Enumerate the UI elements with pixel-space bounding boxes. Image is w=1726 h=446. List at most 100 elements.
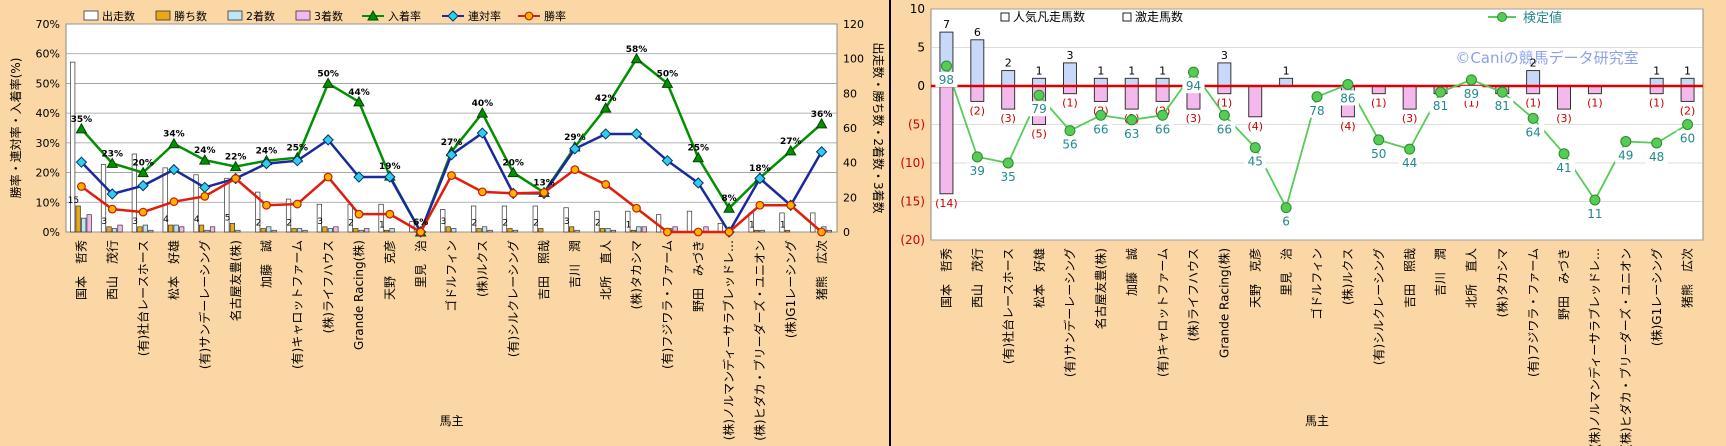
place-rate-label: 27% bbox=[780, 137, 802, 147]
bar-wins bbox=[569, 226, 575, 233]
x-tick-label: 猪熊 広次 bbox=[814, 240, 829, 300]
y-tick: (15) bbox=[900, 195, 925, 209]
win-rate-point bbox=[262, 200, 271, 210]
upset-count-label: 1 bbox=[1097, 64, 1104, 77]
test-value-point bbox=[1620, 135, 1632, 147]
win-count-label: 3 bbox=[317, 217, 323, 227]
win-rate-point bbox=[724, 227, 734, 237]
x-tick-label: 野田 みづき bbox=[1557, 248, 1571, 320]
place-rate-label: 35% bbox=[71, 115, 93, 125]
x-tick-label: (株)タカシマ bbox=[1494, 248, 1509, 317]
test-value-label: 49 bbox=[1618, 148, 1633, 162]
bar-starts bbox=[285, 198, 292, 233]
bar-third bbox=[271, 229, 277, 233]
test-value-label-bg bbox=[1336, 90, 1359, 106]
y-tick-right: 40 bbox=[843, 157, 857, 170]
test-value-label: 98 bbox=[939, 73, 954, 87]
legend: 人気凡走馬数 激走馬数 検定値 bbox=[1000, 9, 1562, 26]
y-tick: (10) bbox=[900, 156, 925, 170]
place-rate-label: 6% bbox=[413, 218, 428, 228]
legend-label: 人気凡走馬数 bbox=[1013, 9, 1085, 24]
rentai-rate-point bbox=[692, 177, 704, 189]
bar-starts bbox=[70, 61, 76, 233]
bar-wins bbox=[353, 228, 359, 233]
place-rate-point bbox=[229, 160, 242, 172]
x-tick-label: 国本 哲秀 bbox=[75, 240, 89, 300]
bar-starts bbox=[625, 210, 631, 233]
place-rate-point bbox=[784, 144, 797, 156]
test-value-label-bg bbox=[1213, 121, 1236, 137]
bar-wins bbox=[754, 229, 760, 233]
test-value-label: 63 bbox=[1124, 127, 1139, 141]
x-tick-label: (株)ヒダカ・ブリーダーズ・ユニオン bbox=[752, 240, 767, 441]
x-tick-label: (株)ルクス bbox=[475, 240, 490, 297]
popular-fail-label: (3) bbox=[1186, 112, 1202, 125]
y-tick: (20) bbox=[900, 233, 925, 247]
bar-popular-fail bbox=[1093, 85, 1108, 102]
win-rate-point bbox=[292, 199, 302, 209]
bar-starts bbox=[563, 207, 569, 233]
win-rate-point bbox=[539, 188, 549, 197]
x-tick-label: Grande Racing(株) bbox=[1217, 248, 1232, 358]
x-axis-title: 馬主 bbox=[439, 414, 463, 428]
rentai-rate-point bbox=[569, 143, 581, 155]
test-value-point bbox=[1280, 202, 1292, 214]
test-value-label: 48 bbox=[1649, 150, 1664, 164]
win-rate-point bbox=[323, 172, 333, 182]
test-value-label-bg bbox=[1676, 130, 1699, 146]
left-chart-panel: 0% 10% 20% 30% 40% 50% 60% 70% 0 20 40 60 80 100 120 勝率… bbox=[0, 0, 890, 446]
popular-fail-label: (1) bbox=[1525, 97, 1541, 110]
x-tick-label: 里見 治 bbox=[1279, 248, 1293, 296]
place-rate-label: 50% bbox=[317, 69, 339, 79]
upset-count-label: 2 bbox=[1005, 57, 1012, 70]
test-value-label: 41 bbox=[1556, 161, 1571, 175]
x-tick-label: (株)ノルマンディーサラブレッドレ… bbox=[721, 240, 736, 440]
rentai-rate-point bbox=[599, 128, 612, 140]
popular-fail-label: (2) bbox=[1680, 104, 1696, 117]
y-tick-left: 60% bbox=[36, 48, 60, 61]
x-tick-label: (株)ルクス bbox=[1340, 248, 1355, 305]
upset-count-label: 2 bbox=[1530, 57, 1537, 70]
x-tick-label: 猪熊 広次 bbox=[1680, 248, 1695, 308]
place-rate-label: 24% bbox=[256, 147, 278, 157]
legend: 出走数 勝ち数 2着数 3着数 入着率 連対率 勝率 bbox=[83, 9, 566, 23]
x-tick-label: 吉川 潤 bbox=[568, 240, 582, 288]
win-rate-point bbox=[693, 227, 703, 237]
bar-starts bbox=[532, 205, 538, 233]
win-count-label: 4 bbox=[163, 215, 169, 225]
win-rate-point bbox=[570, 165, 580, 175]
test-value-label-bg bbox=[1583, 205, 1606, 221]
test-value-label: 66 bbox=[1093, 122, 1108, 136]
y-tick-right: 120 bbox=[843, 18, 864, 31]
y-tick: 10 bbox=[910, 2, 925, 16]
place-rate-point bbox=[106, 157, 119, 168]
win-rate-point bbox=[169, 197, 179, 207]
left-chart: 0% 10% 20% 30% 40% 50% 60% 70% 0 20 40 60 80 100 120 勝率… bbox=[8, 9, 886, 441]
win-rate-point bbox=[138, 207, 148, 217]
x-tick-label: 名古屋友豊(株) bbox=[228, 240, 243, 321]
y-tick-right: 60 bbox=[843, 122, 857, 135]
bar-third bbox=[364, 228, 370, 233]
test-value-label-bg bbox=[1491, 98, 1514, 114]
bar-starts bbox=[378, 203, 384, 233]
bar-starts bbox=[717, 222, 723, 233]
rentai-rate-point bbox=[445, 149, 458, 161]
upset-count-label: 1 bbox=[1283, 64, 1290, 77]
test-value-label: 39 bbox=[970, 164, 985, 178]
x-tick-label: 天野 克彦 bbox=[382, 240, 397, 300]
win-rate-point bbox=[632, 203, 641, 213]
bar-starts bbox=[193, 174, 199, 233]
win-count-label: 4 bbox=[194, 215, 200, 225]
win-rate-point bbox=[107, 204, 117, 214]
legend-label: 勝率 bbox=[544, 9, 566, 23]
test-value-label-bg bbox=[1522, 124, 1545, 140]
x-tick-label: 天野 克彦 bbox=[1247, 248, 1262, 308]
bar-wins bbox=[599, 228, 606, 233]
y-tick-left: 50% bbox=[36, 77, 60, 90]
bar-second bbox=[266, 226, 272, 233]
y-tick-right: 0 bbox=[843, 226, 850, 239]
win-rate-point bbox=[477, 187, 487, 197]
rentai-rate-point bbox=[661, 154, 674, 167]
popular-fail-label: (1) bbox=[1587, 97, 1603, 110]
legend-marker bbox=[524, 11, 534, 21]
